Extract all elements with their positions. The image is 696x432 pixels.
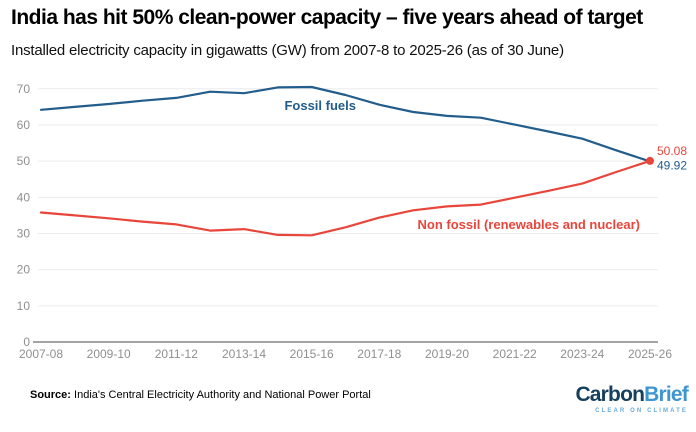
series-label: Non fossil (renewables and nuclear) — [418, 217, 641, 232]
y-tick-label: 40 — [17, 190, 31, 204]
page-title: India has hit 50% clean-power capacity –… — [11, 6, 643, 29]
series-line-non-fossil-renewables-and-nuclear — [39, 159, 652, 237]
y-tick-label: 20 — [17, 263, 31, 277]
x-tick-label: 2015-16 — [290, 347, 334, 361]
y-tick-label: 70 — [17, 82, 31, 96]
y-tick-label: 50 — [17, 154, 31, 168]
x-tick-label: 2011-12 — [155, 347, 198, 361]
source-text: India's Central Electricity Authority an… — [74, 389, 371, 401]
carbonbrief-logo: CarbonBrief CLEAR ON CLIMATE — [575, 384, 688, 414]
source-note: Source: India's Central Electricity Auth… — [30, 389, 371, 401]
logo-carbon-text: Carbon — [575, 383, 645, 406]
carbonbrief-wordmark: CarbonBrief — [575, 384, 688, 405]
x-tick-label: 2025-26 — [628, 347, 672, 361]
x-tick-label: 2007-08 — [19, 347, 63, 361]
logo-tagline: CLEAR ON CLIMATE — [595, 408, 688, 414]
page-subtitle: Installed electricity capacity in gigawa… — [11, 42, 564, 59]
x-tick-label: 2013-14 — [222, 347, 266, 361]
x-tick-label: 2017-18 — [357, 347, 401, 361]
source-label: Source: — [30, 389, 71, 401]
end-value-label: 49.92 — [657, 158, 687, 172]
x-tick-label: 2023-24 — [560, 347, 604, 361]
y-tick-label: 60 — [17, 118, 31, 132]
x-tick-label: 2021-22 — [493, 347, 537, 361]
y-tick-label: 0 — [23, 335, 30, 349]
capacity-line-chart: 0 10 20 30 40 50 60 70 2007-08 2009-10 2011-12 2013… — [17, 82, 688, 361]
end-point-marker — [646, 156, 654, 165]
series-line-fossil-fuels — [39, 85, 652, 163]
x-tick-label: 2019-20 — [425, 347, 469, 361]
logo-brief-text: Brief — [644, 383, 689, 406]
y-tick-label: 10 — [17, 299, 31, 313]
x-tick-label: 2009-10 — [87, 347, 131, 361]
series-label: Fossil fuels — [284, 98, 356, 113]
end-value-label: 50.08 — [657, 144, 687, 158]
y-tick-label: 30 — [17, 226, 31, 240]
